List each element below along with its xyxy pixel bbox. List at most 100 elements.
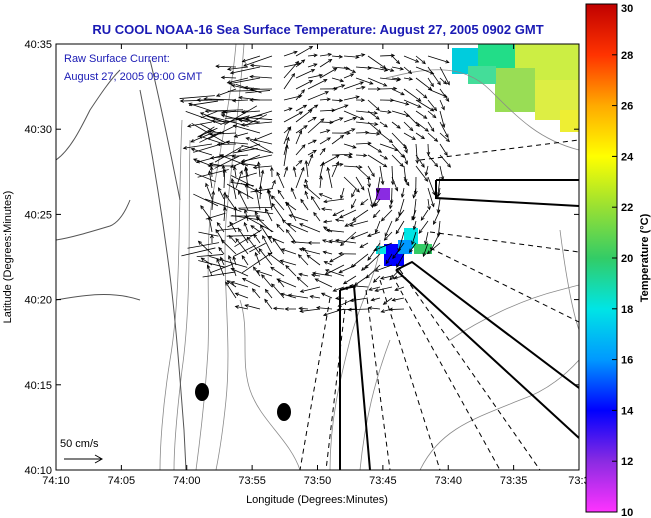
current-vector-head [365,130,370,135]
current-vector-head [321,239,327,243]
current-vector-head [443,94,448,98]
current-vector [235,305,249,310]
current-vector [183,143,213,149]
current-vector-head [230,177,235,183]
current-vector-head [323,199,328,204]
current-vector [427,66,441,85]
current-vector [239,119,261,123]
current-vector [207,125,235,140]
current-vector [199,131,222,143]
current-vector-head [228,254,232,260]
current-vector [305,191,309,200]
current-vector-head [405,181,410,187]
current-vector-head [309,294,314,299]
current-vector-head [304,190,309,195]
radar-site-marker [195,383,209,401]
current-vector-head [374,268,379,272]
current-vector [197,169,229,178]
current-vector-head [350,235,355,240]
current-vector [271,203,285,222]
current-vector-head [322,312,328,317]
current-vector [242,110,261,113]
current-vector-head [396,60,401,65]
current-vector [427,88,448,98]
current-vector-head [241,58,246,63]
current-vector [395,209,405,222]
current-vector-head [220,113,226,118]
current-vector [343,154,352,158]
current-vector-head [207,215,212,221]
current-vector [231,215,265,221]
current-vector-head [232,124,238,129]
current-vector-head [254,251,259,257]
current-vector [271,283,285,299]
current-vector-head [403,144,408,150]
current-vector-head [261,274,266,279]
current-vector-head [314,278,319,282]
current-vector [208,109,244,112]
current-vector-head [234,292,240,297]
current-vector-head [306,254,311,259]
current-vector [384,231,393,241]
current-vector [392,242,405,259]
current-vector [375,264,393,272]
current-vector-head [404,149,408,154]
current-vector [191,148,213,156]
current-vector-head [325,228,331,233]
current-vector [396,253,405,268]
current-vector-head [298,111,304,116]
current-vector-head [349,73,355,77]
current-vector-head [441,123,446,128]
current-vector [179,95,215,99]
current-vector-head [267,235,273,240]
current-vector-head [240,122,245,127]
current-vector [307,139,317,145]
current-vector-head [225,281,229,286]
current-vector [226,280,237,288]
current-vector [283,166,288,178]
current-vector [303,184,321,200]
y-tick-label: 40:15 [24,380,52,392]
current-vector-head [299,309,304,313]
current-vector-head [322,250,327,255]
current-vector [226,234,256,237]
current-vector [228,235,237,244]
current-vector [355,154,367,156]
current-vector [295,125,308,134]
current-vector [281,248,297,255]
current-vector-head [218,246,223,252]
x-tick-label: 73:50 [304,475,332,487]
current-vector [265,208,273,222]
current-vector [283,145,288,167]
current-vector [299,307,309,310]
current-vector [216,88,237,97]
current-vector [250,76,273,79]
current-vector-head [264,288,269,293]
current-vector-head [208,162,214,167]
current-vector-head [338,54,344,59]
current-vector-head [298,159,303,164]
current-vector-head [383,123,388,128]
current-vector-head [374,202,378,207]
current-vector-head [254,210,259,216]
current-vector-head [304,178,309,184]
current-vector [427,110,437,118]
current-vector [230,66,261,74]
current-vector [245,90,271,94]
current-vector [372,187,381,207]
current-vector-head [349,298,354,303]
current-vector-head [387,110,392,114]
current-vector [331,117,343,123]
current-vector-head [244,304,249,308]
current-vector [204,98,237,101]
current-vector-head [328,59,333,63]
current-vector-head [199,112,205,116]
current-vector [187,242,220,249]
current-vector-head [291,72,296,78]
current-vector [241,252,273,274]
current-vector [295,59,305,68]
current-vector [299,223,321,233]
current-vector [329,240,345,244]
current-vector-head [424,240,428,246]
current-vector [231,178,237,200]
